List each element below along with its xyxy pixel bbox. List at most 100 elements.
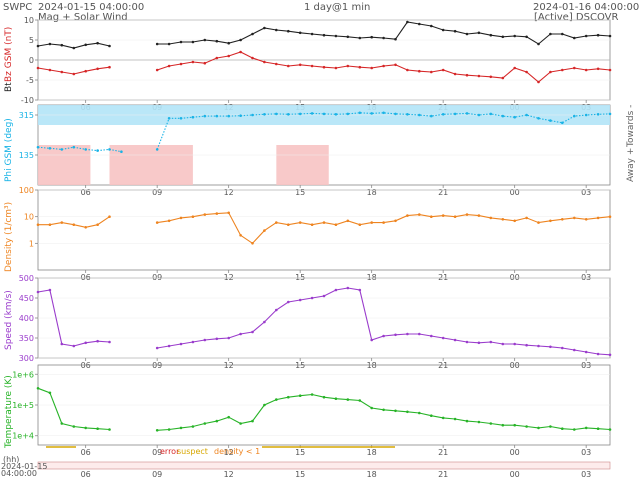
data-point-0-1-5 <box>96 67 99 71</box>
data-point-4-0-37 <box>477 420 481 424</box>
data-point-4-0-16 <box>227 415 230 419</box>
data-point-4-0-33 <box>430 414 433 418</box>
xtick-label-4-7: 03 <box>581 448 591 457</box>
data-point-2-0-33 <box>430 215 433 218</box>
data-point-0-0-5 <box>96 41 99 45</box>
ytick-label-0-3: 5 <box>29 36 34 45</box>
data-point-2-0-12 <box>179 216 183 220</box>
data-point-0-1-42 <box>537 80 540 84</box>
xtick-label-2-5: 21 <box>438 273 448 282</box>
data-point-1-0-24 <box>322 112 326 116</box>
data-point-0-1-15 <box>215 56 219 60</box>
data-point-2-0-11 <box>167 219 171 223</box>
data-point-1-0-2 <box>60 148 64 151</box>
data-point-3-0-31 <box>406 332 409 336</box>
data-point-4-0-12 <box>179 426 183 430</box>
data-point-0-1-20 <box>275 62 278 66</box>
data-point-3-0-14 <box>203 338 207 342</box>
subtitle-label: Mag + Solar Wind <box>38 12 128 23</box>
data-point-4-0-46 <box>584 426 588 430</box>
strip-hour-label-2: 12 <box>224 470 234 478</box>
xtick-label-1-6: 00 <box>510 188 520 197</box>
data-point-0-0-22 <box>298 31 302 35</box>
data-point-4-0-3 <box>72 425 76 428</box>
xtick-label-1-5: 21 <box>438 188 448 197</box>
data-point-0-0-40 <box>513 34 516 38</box>
data-point-4-0-27 <box>358 399 362 402</box>
data-point-4-0-19 <box>263 403 266 407</box>
strip-hour-label-3: 15 <box>295 470 305 478</box>
data-point-4-0-10 <box>155 429 159 432</box>
xtick-label-1-4: 18 <box>367 188 377 197</box>
data-point-0-1-2 <box>60 70 64 74</box>
data-point-1-0-19 <box>263 113 266 116</box>
data-point-0-1-0 <box>36 66 40 70</box>
data-point-4-0-6 <box>108 428 111 431</box>
data-point-3-0-44 <box>561 346 564 350</box>
data-point-0-1-29 <box>382 64 385 68</box>
data-point-2-0-27 <box>358 223 362 226</box>
data-point-0-0-42 <box>537 42 540 46</box>
data-point-2-0-36 <box>465 213 469 216</box>
data-point-4-0-1 <box>48 391 52 395</box>
data-point-1-0-46 <box>584 113 588 117</box>
data-point-3-0-40 <box>513 342 516 346</box>
data-point-2-0-21 <box>287 223 290 226</box>
data-point-2-0-39 <box>501 218 505 221</box>
data-point-0-1-35 <box>453 72 457 76</box>
data-point-1-0-29 <box>382 111 385 115</box>
data-point-3-0-18 <box>251 330 254 334</box>
data-point-0-0-30 <box>394 37 397 41</box>
ytick-label-3-2: 400 <box>19 314 34 323</box>
data-point-2-0-45 <box>573 216 576 220</box>
data-point-0-1-16 <box>227 54 230 58</box>
data-point-1-0-32 <box>418 113 421 117</box>
data-point-3-0-43 <box>549 345 552 349</box>
data-point-1-0-3 <box>72 145 76 149</box>
time-strip <box>37 461 611 470</box>
data-point-4-0-25 <box>334 397 338 401</box>
data-point-0-1-47 <box>596 67 600 71</box>
strip-hour-label-7: 03 <box>581 470 591 478</box>
data-point-1-0-47 <box>596 113 600 116</box>
data-point-3-0-15 <box>215 337 219 341</box>
data-point-4-0-26 <box>346 398 350 401</box>
data-point-1-0-16 <box>227 114 230 118</box>
data-point-3-0-47 <box>596 352 600 356</box>
data-point-2-0-19 <box>263 229 266 232</box>
ytick-label-0-4: 10 <box>24 16 34 25</box>
data-point-1-0-42 <box>537 117 540 120</box>
data-point-4-0-20 <box>275 398 278 401</box>
data-point-0-1-17 <box>239 50 242 54</box>
data-point-2-0-24 <box>322 221 326 224</box>
data-point-0-0-6 <box>108 44 111 48</box>
data-point-0-0-15 <box>215 39 219 43</box>
xtick-label-3-0: 06 <box>81 361 91 370</box>
data-point-3-0-5 <box>96 339 99 343</box>
data-point-2-0-46 <box>584 218 588 221</box>
data-point-1-0-26 <box>346 112 350 116</box>
data-point-3-0-33 <box>430 334 433 338</box>
data-point-0-1-1 <box>48 68 52 72</box>
data-point-0-0-38 <box>489 33 493 37</box>
data-point-0-0-19 <box>263 26 266 30</box>
data-point-3-0-23 <box>310 296 314 300</box>
data-point-1-0-27 <box>358 111 362 115</box>
data-point-0-1-36 <box>465 73 469 77</box>
data-point-0-0-23 <box>310 32 314 36</box>
data-point-0-0-21 <box>287 29 290 33</box>
xtick-label-3-6: 00 <box>510 361 520 370</box>
data-point-0-0-3 <box>72 46 76 50</box>
data-point-0-1-18 <box>251 56 254 60</box>
data-point-0-1-6 <box>108 65 111 69</box>
data-point-0-1-39 <box>501 76 505 80</box>
ytick-label-4-2: 1e+6 <box>12 370 34 379</box>
data-point-0-0-41 <box>525 35 528 39</box>
xtick-label-3-4: 18 <box>367 361 377 370</box>
data-point-0-1-19 <box>263 60 266 64</box>
data-point-3-0-27 <box>358 288 362 292</box>
data-point-1-0-28 <box>370 112 374 115</box>
data-point-1-0-5 <box>96 149 99 152</box>
strip-hour-label-5: 21 <box>438 470 448 478</box>
